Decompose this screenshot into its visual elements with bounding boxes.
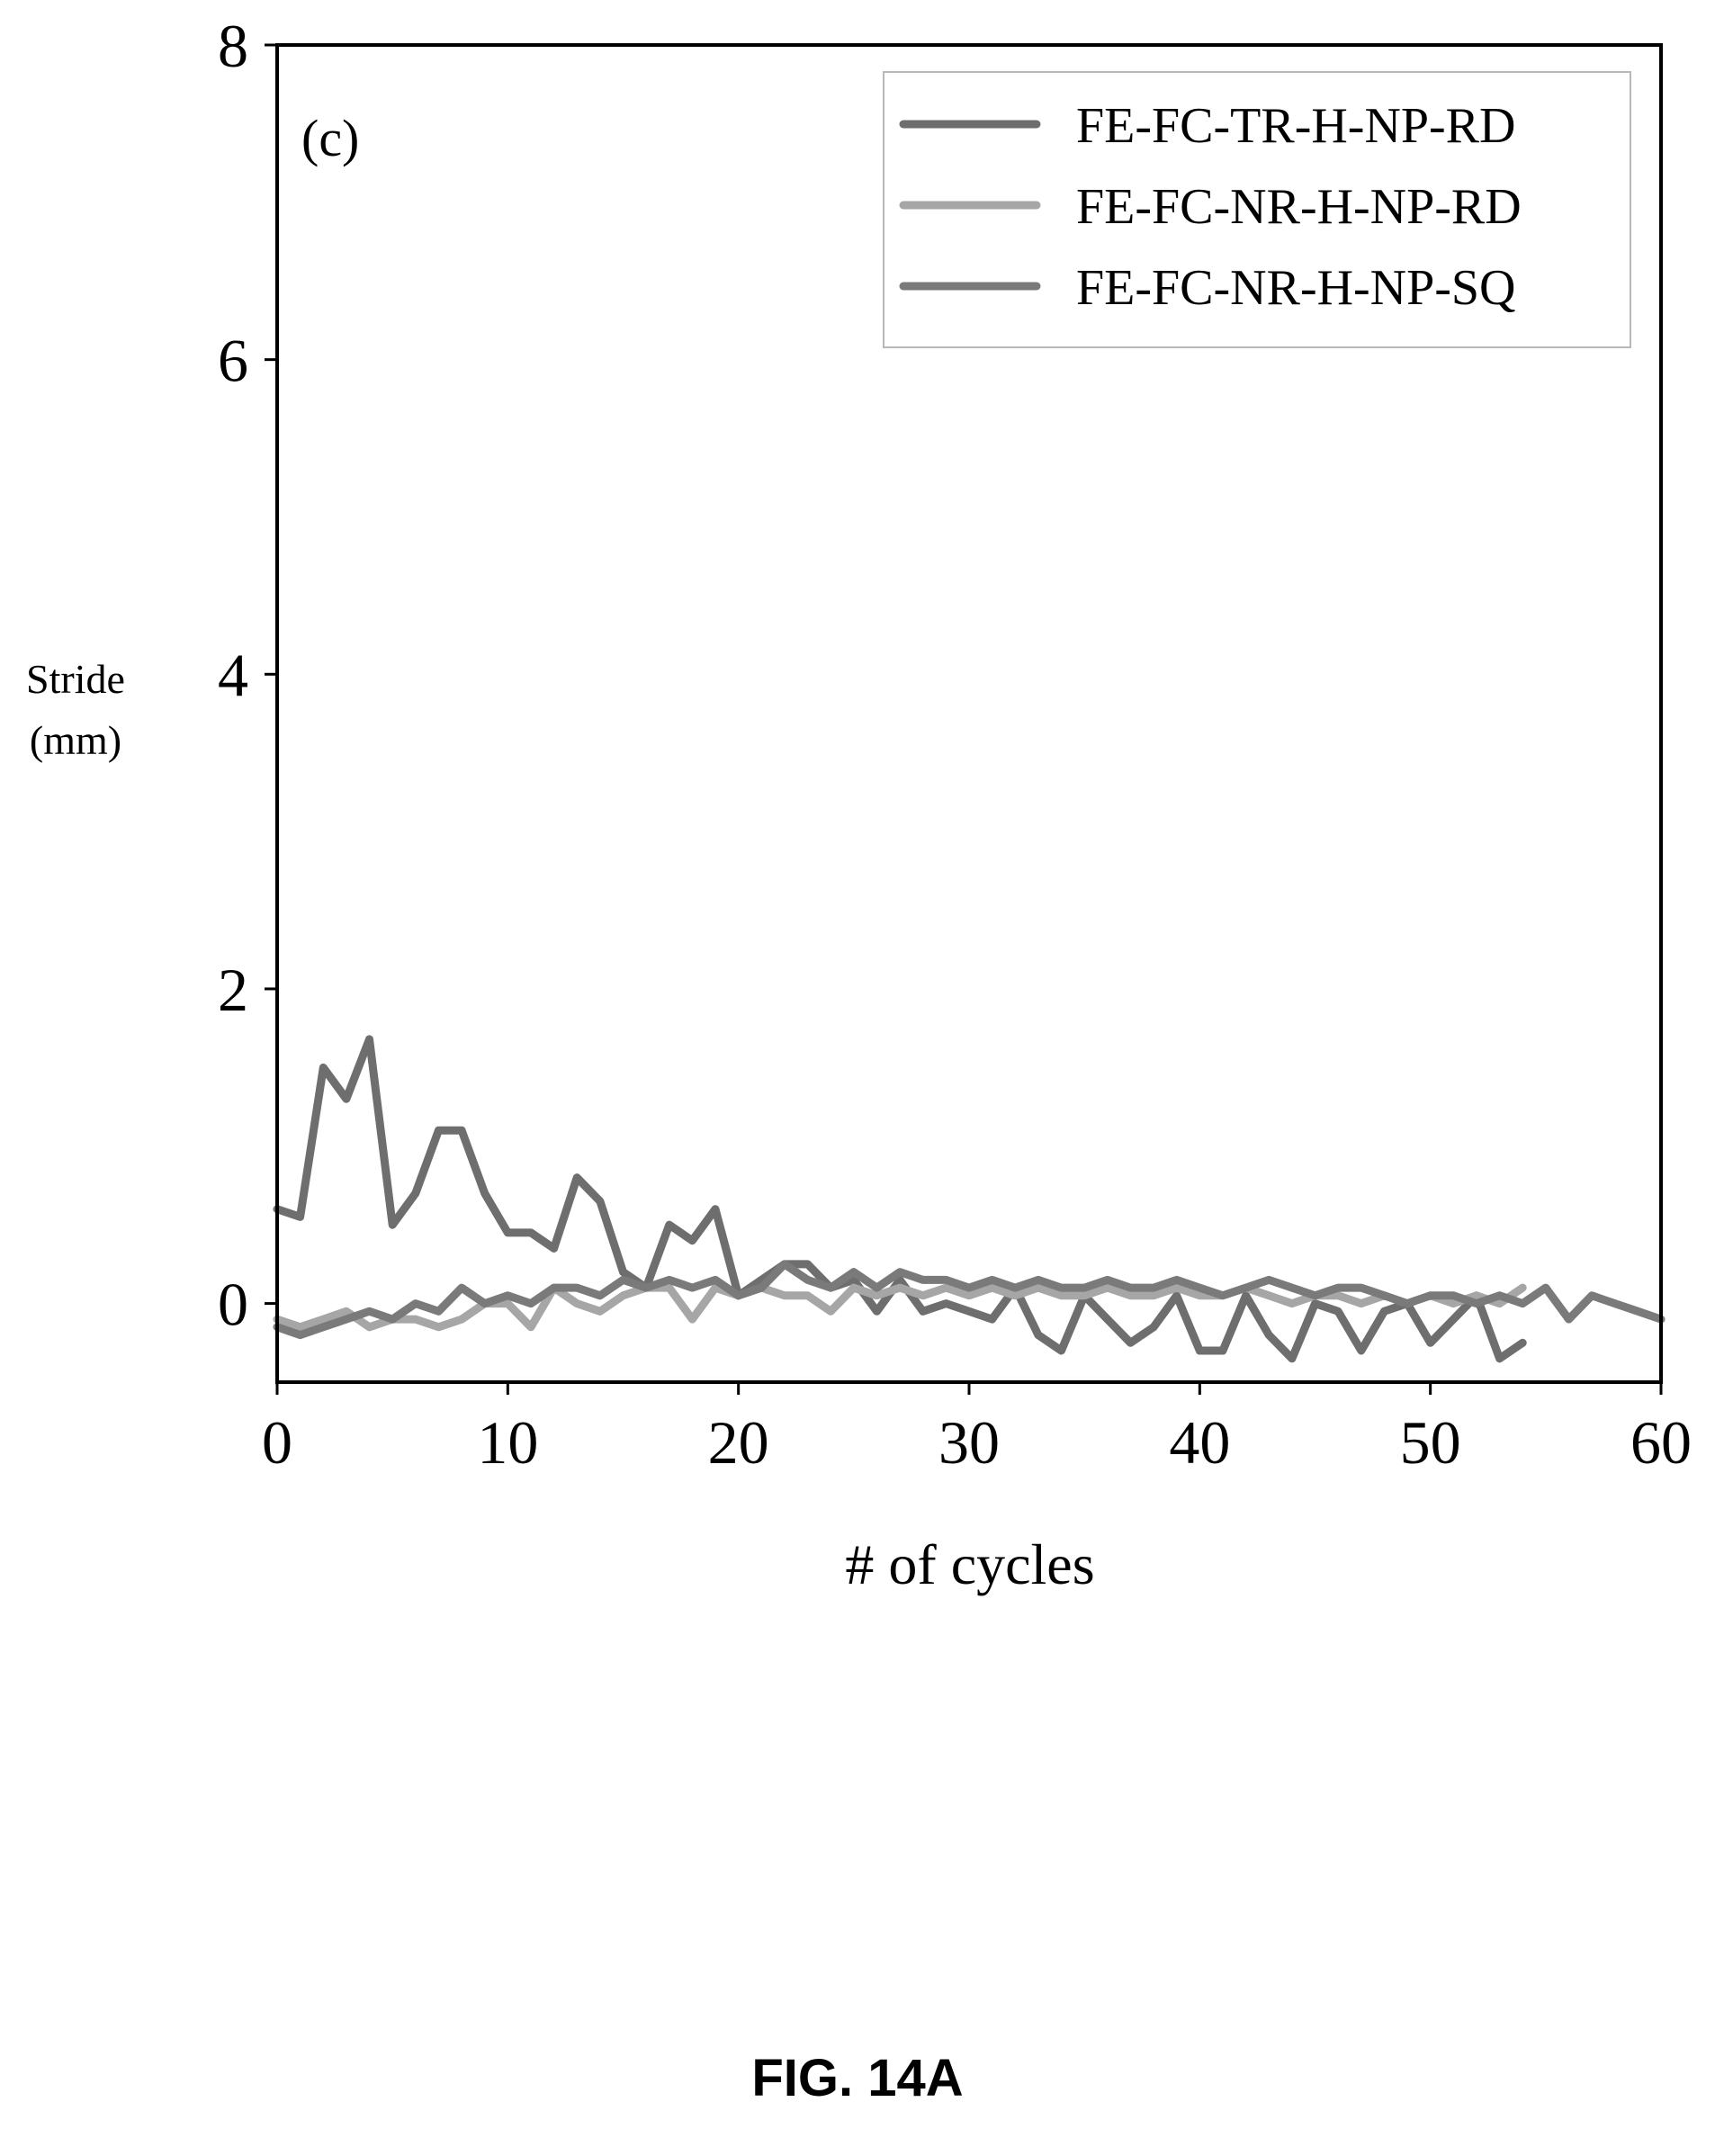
x-tick-label: 10 — [477, 1408, 538, 1477]
x-tick-label: 60 — [1630, 1408, 1692, 1477]
legend-label: FE-FC-TR-H-NP-RD — [1076, 98, 1515, 154]
y-tick-label: 6 — [218, 327, 248, 395]
x-tick-label: 40 — [1169, 1408, 1230, 1477]
y-axis-title: Stride — [26, 656, 125, 702]
x-tick-label: 20 — [708, 1408, 769, 1477]
legend-label: FE-FC-NR-H-NP-SQ — [1076, 260, 1516, 316]
series-lines — [273, 1035, 1666, 1363]
legend-box — [883, 71, 1631, 348]
x-axis-title: # of cycles — [845, 1532, 1094, 1596]
series-line-1 — [273, 1035, 1527, 1363]
series-line-3 — [273, 1260, 1666, 1340]
x-tick-label: 0 — [262, 1408, 292, 1477]
y-tick-label: 2 — [218, 956, 248, 1024]
legend-label: FE-FC-NR-H-NP-RD — [1076, 179, 1522, 235]
y-tick-label: 0 — [218, 1271, 248, 1339]
panel-label: (c) — [301, 109, 359, 167]
y-axis-ticks: 0 2 4 6 8 — [218, 12, 277, 1339]
legend: FE-FC-TR-H-NP-RD FE-FC-NR-H-NP-RD FE-FC-NR… — [883, 71, 1631, 348]
x-axis-ticks: 0 10 20 30 40 50 60 — [262, 1382, 1692, 1477]
plot-frame — [275, 43, 1663, 1384]
y-axis-unit: (mm) — [30, 717, 121, 763]
x-tick-label: 30 — [938, 1408, 1000, 1477]
figure-caption: FIG. 14A — [751, 2049, 964, 2107]
y-tick-label: 4 — [218, 641, 248, 709]
x-tick-label: 50 — [1400, 1408, 1461, 1477]
y-tick-label: 8 — [218, 12, 248, 80]
